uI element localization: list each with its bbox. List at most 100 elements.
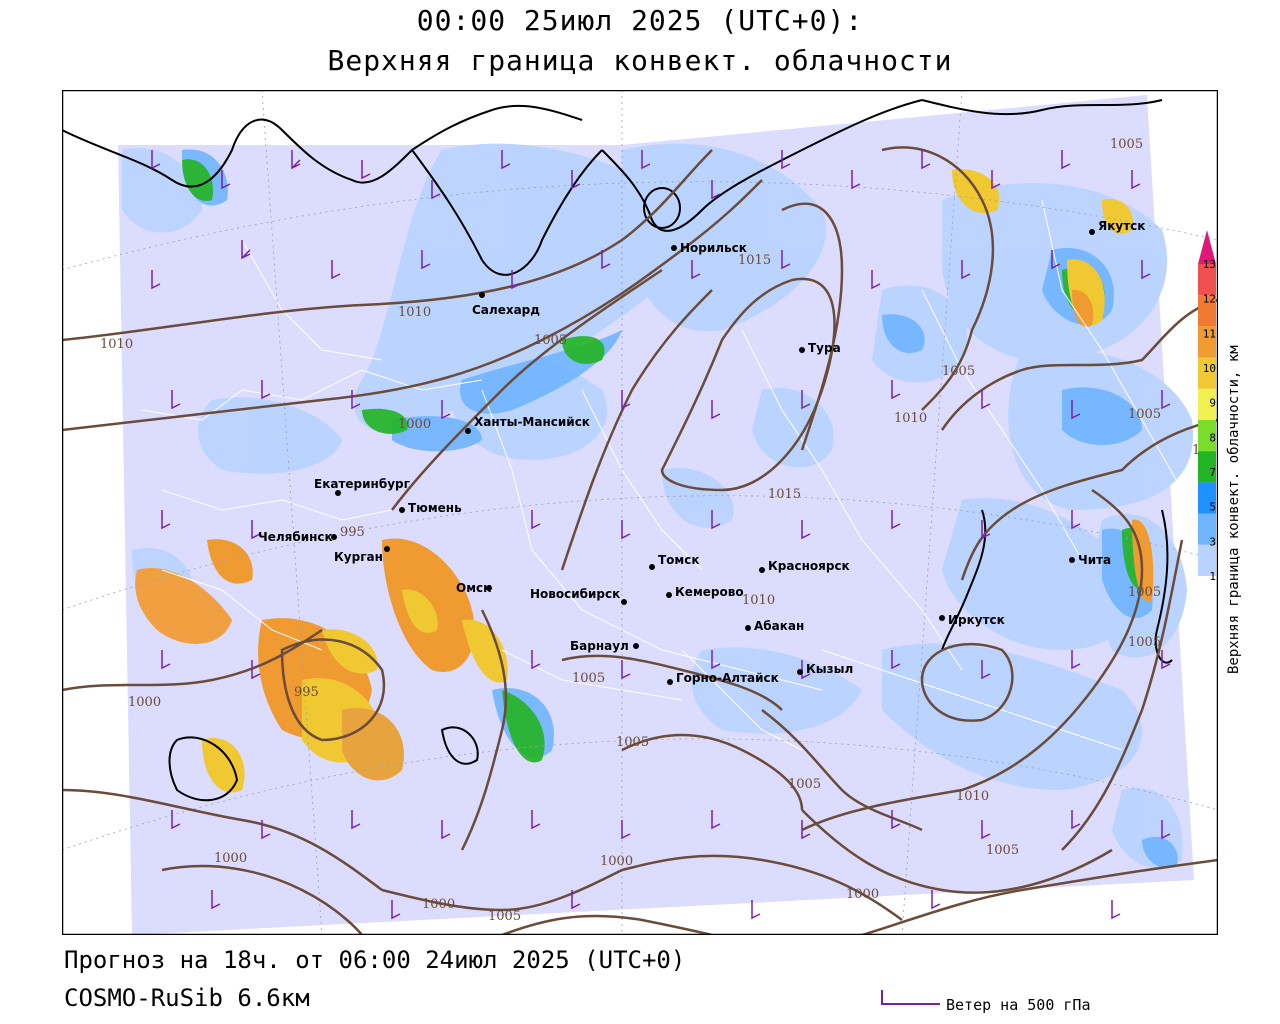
- isobar-label: 995: [340, 525, 365, 540]
- isobar-label: 1005: [488, 909, 521, 924]
- wind-legend: Ветер на 500 гПа: [881, 990, 1091, 1014]
- isobar-label: 1010: [398, 305, 431, 320]
- isobar-label: 1005: [1128, 585, 1161, 600]
- city-khanty-mansiysk: Ханты-Мансийск: [465, 415, 590, 434]
- svg-text:Якутск: Якутск: [1098, 219, 1145, 233]
- colorbar-tick-label: 3: [1209, 535, 1216, 548]
- city-barnaul: Барнаул: [570, 639, 639, 653]
- city-novosibirsk: Новосибирск: [530, 587, 627, 605]
- colorbar-cell: [1198, 420, 1216, 452]
- cloud-cover-orange: [135, 169, 1154, 793]
- colorbar-tick-label: 9: [1209, 397, 1216, 410]
- city-omsk: Омск: [456, 581, 492, 595]
- city-krasnoyarsk: Красноярск: [759, 559, 850, 573]
- wind-barb-icon: [881, 990, 940, 1005]
- colorbar-tick-label: 1: [1209, 570, 1216, 583]
- city-tura: Тура: [799, 341, 841, 355]
- isobar-label: 1010: [742, 593, 775, 608]
- svg-text:Салехард: Салехард: [472, 303, 540, 317]
- isobar-label: 1005: [534, 333, 567, 348]
- city-kemerovo: Кемерово: [666, 585, 744, 599]
- model-name: COSMO-RuSib 6.6км: [64, 984, 310, 1012]
- svg-text:Барнаул: Барнаул: [570, 639, 629, 653]
- colorbar-cap: [1198, 230, 1216, 264]
- svg-text:Ханты-Мансийск: Ханты-Мансийск: [474, 415, 590, 429]
- isobar-label: 1005: [572, 671, 605, 686]
- isobar-label: 1010: [100, 337, 133, 352]
- colorbar-cell: [1198, 451, 1216, 483]
- svg-text:Красноярск: Красноярск: [768, 559, 850, 573]
- svg-text:Абакан: Абакан: [754, 619, 804, 633]
- colorbar-cell: [1198, 388, 1216, 420]
- svg-text:Чита: Чита: [1078, 553, 1111, 567]
- isobar-label: 1000: [600, 854, 633, 869]
- isobar-label: 1015: [738, 253, 771, 268]
- svg-text:Верхняя граница конвект. облач: Верхняя граница конвект. облачности, км: [1226, 345, 1242, 674]
- map-subtitle: Верхняя граница конвект. облачности: [327, 44, 953, 77]
- isobar-label: 1000: [398, 417, 431, 432]
- isobar-label: 1010: [956, 789, 989, 804]
- map-frame: [62, 90, 1218, 935]
- colorbar-cell: [1198, 482, 1216, 514]
- isobar-label: 1005: [788, 777, 821, 792]
- cities: Норильск Салехард Тура Якутск Ханты-Манс…: [258, 219, 1145, 685]
- colorbar-tick-label: 8: [1209, 431, 1216, 444]
- colorbar-cell: [1198, 544, 1216, 576]
- colorbar-tick-label: 5: [1209, 501, 1216, 514]
- isobar-label: 1005: [616, 735, 649, 750]
- city-abakan: Абакан: [745, 619, 804, 633]
- colorbar-cell: [1198, 513, 1216, 545]
- isobar-label: 1005: [1110, 137, 1143, 152]
- wind-barbs: [151, 150, 1171, 920]
- wind-legend-label: Ветер на 500 гПа: [946, 996, 1091, 1014]
- svg-text:Томск: Томск: [658, 553, 700, 567]
- forecast-info: Прогноз на 18ч. от 06:00 24июл 2025 (UTC…: [64, 946, 686, 974]
- svg-text:Челябинск: Челябинск: [258, 530, 333, 544]
- map-title: 00:00 25июл 2025 (UTC+0):: [416, 4, 864, 37]
- isobar-label: 1015: [768, 487, 801, 502]
- svg-text:Кызыл: Кызыл: [806, 662, 853, 676]
- svg-text:Иркутск: Иркутск: [948, 613, 1005, 627]
- colorbar-cell: [1198, 295, 1216, 327]
- svg-text:Тюмень: Тюмень: [408, 501, 462, 515]
- colorbar-tick-label: 10: [1203, 362, 1216, 375]
- weather-map: 1005 1015 1010 1010 1005 1005 1010 1005 …: [62, 90, 1218, 935]
- colorbar: 13 12 11 10 9 8 7 5 3 1: [1198, 230, 1216, 583]
- city-tomsk: Томск: [649, 553, 700, 570]
- colorbar-tick-label: 13: [1203, 258, 1216, 271]
- svg-text:Норильск: Норильск: [680, 241, 747, 255]
- svg-text:Курган: Курган: [334, 550, 383, 564]
- isobars: [62, 146, 1218, 935]
- colorbar-cells: [1198, 264, 1216, 576]
- isobar-label: 1000: [422, 897, 455, 912]
- city-salekhard: Салехард: [472, 292, 540, 317]
- isobar-label: 995: [294, 685, 319, 700]
- isobar-label: 1005: [986, 843, 1019, 858]
- isobar-label: 1000: [128, 695, 161, 710]
- city-irkutsk: Иркутск: [939, 613, 1005, 627]
- svg-text:Кемерово: Кемерово: [675, 585, 744, 599]
- colorbar-cell: [1198, 326, 1216, 358]
- city-kurgan: Курган: [334, 546, 390, 564]
- svg-text:Новосибирск: Новосибирск: [530, 587, 620, 601]
- isobar-label: 1010: [894, 411, 927, 426]
- isobar-label: 1005: [1128, 635, 1161, 650]
- isobar-label: 1000: [846, 887, 879, 902]
- colorbar-tick-label: 7: [1209, 466, 1216, 479]
- colorbar-tick-label: 11: [1203, 327, 1216, 340]
- city-norilsk: Норильск: [671, 241, 747, 255]
- city-chita: Чита: [1069, 553, 1111, 567]
- city-yakutsk: Якутск: [1089, 219, 1145, 235]
- svg-text:Екатеринбург: Екатеринбург: [314, 477, 410, 491]
- colorbar-tick-label: 12: [1203, 293, 1216, 306]
- colorbar-title: Верхняя граница конвект. облачности, км: [1226, 345, 1242, 674]
- isobar-label: 1005: [1128, 407, 1161, 422]
- isobar-label: 1000: [214, 851, 247, 866]
- isobar-label: 1005: [942, 364, 975, 379]
- colorbar-ticks: 13 12 11 10 9 8 7 5 3 1: [1203, 258, 1216, 583]
- city-yekaterinburg: Екатеринбург: [314, 477, 410, 496]
- colorbar-cell: [1198, 357, 1216, 389]
- city-tyumen: Тюмень: [399, 501, 462, 515]
- city-chelyabinsk: Челябинск: [258, 530, 337, 544]
- city-kyzyl: Кызыл: [797, 662, 853, 676]
